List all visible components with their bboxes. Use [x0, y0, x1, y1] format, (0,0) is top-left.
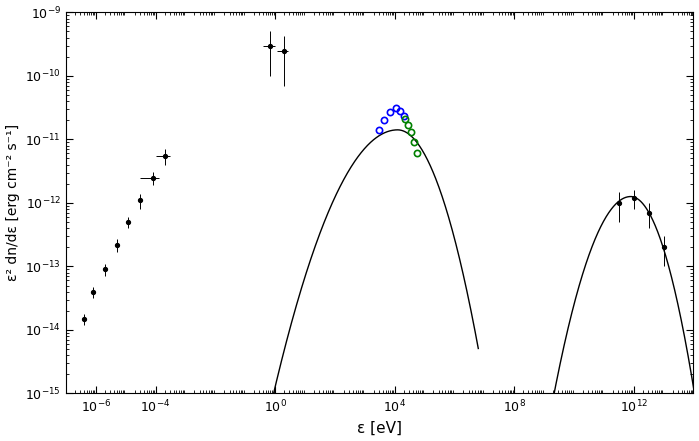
Y-axis label: ε² dn/dε [erg cm⁻² s⁻¹]: ε² dn/dε [erg cm⁻² s⁻¹]	[6, 124, 20, 281]
X-axis label: ε [eV]: ε [eV]	[357, 420, 402, 435]
